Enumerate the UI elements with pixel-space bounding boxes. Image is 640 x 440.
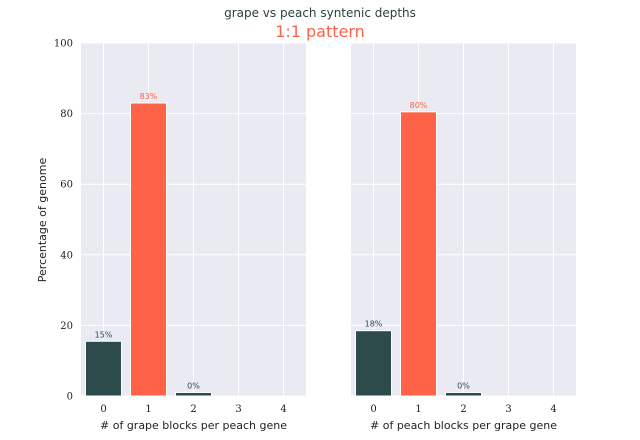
x-tick-label: 2 [190, 404, 196, 415]
x-tick-label: 2 [460, 404, 466, 415]
x-tick-label: 0 [370, 404, 376, 415]
bar-1 [130, 102, 167, 397]
x-tick-label: 4 [550, 404, 556, 415]
right-chart-panel: 18% 0 80% 1 0% 2 3 4 # of peach blocks per grape… [351, 42, 576, 432]
data-label: 0% [457, 381, 470, 390]
figure-subtitle: 1:1 pattern [275, 22, 365, 41]
data-label: 80% [410, 101, 428, 110]
y-tick-label: 40 [60, 250, 73, 261]
y-tick-label: 20 [60, 321, 73, 332]
x-tick-label: 1 [415, 404, 421, 415]
left-chart-panel: 0 20 40 60 80 100 15% 0 83% 1 0% 2 3 4 # of grape bloc… [54, 39, 306, 432]
data-label: 0% [187, 381, 200, 390]
x-axis-label: # of peach blocks per grape gene [370, 419, 557, 432]
bar-1 [400, 111, 437, 397]
y-tick-label: 80 [60, 109, 73, 120]
y-tick-label: 0 [67, 392, 73, 403]
y-axis-label: Percentage of genome [36, 158, 49, 283]
x-tick-label: 1 [145, 404, 151, 415]
data-label: 15% [95, 330, 113, 339]
x-tick-label: 0 [100, 404, 106, 415]
x-axis-label: # of grape blocks per peach gene [100, 419, 287, 432]
bar-2 [445, 391, 482, 397]
bar-0 [355, 330, 392, 397]
y-tick-label: 100 [54, 39, 73, 50]
bar-2 [175, 391, 212, 397]
y-tick-label: 60 [60, 180, 73, 191]
x-tick-label: 4 [280, 404, 286, 415]
figure-title: grape vs peach syntenic depths [224, 6, 416, 20]
bar-0 [85, 340, 122, 397]
x-tick-label: 3 [505, 404, 511, 415]
data-label: 83% [140, 92, 158, 101]
data-label: 18% [365, 320, 383, 329]
x-tick-label: 3 [235, 404, 241, 415]
